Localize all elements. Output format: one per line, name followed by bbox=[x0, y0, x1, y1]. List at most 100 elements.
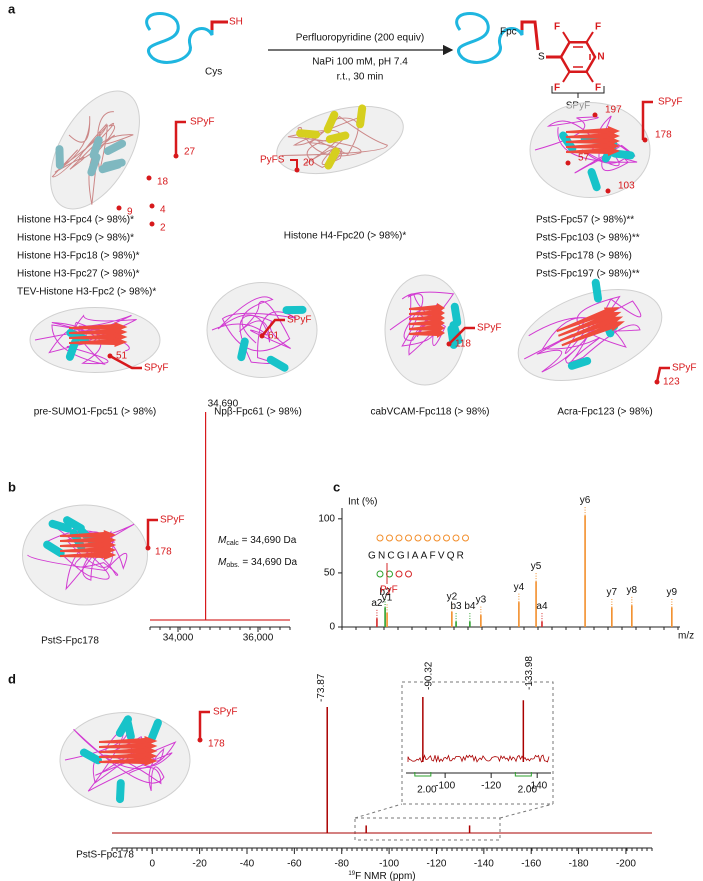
protein-structure bbox=[384, 274, 466, 386]
helix bbox=[567, 356, 592, 370]
caption: Acra-Fpc123 (> 98%) bbox=[557, 407, 652, 418]
label: F bbox=[554, 83, 560, 94]
label: 178 bbox=[155, 547, 172, 558]
modification-pin bbox=[198, 710, 210, 740]
caption: pre-SUMO1-Fpc51 (> 98%) bbox=[34, 407, 157, 418]
loop bbox=[534, 115, 638, 174]
y-tick-label: 50 bbox=[324, 568, 336, 579]
integral-label: 2.00 bbox=[417, 785, 437, 796]
cys-side-chain bbox=[210, 20, 228, 30]
label: Perfluoropyridine (200 equiv) bbox=[296, 33, 424, 44]
caption: Histone H3-Fpc18 (> 98%)* bbox=[17, 251, 140, 262]
label: 123 bbox=[663, 377, 680, 388]
bracket bbox=[551, 86, 605, 98]
text: F NMR (ppm) bbox=[355, 871, 416, 881]
label: r.t., 30 min bbox=[337, 72, 384, 83]
modification-pin bbox=[261, 318, 285, 337]
site-dot bbox=[149, 221, 155, 227]
symbol: M bbox=[218, 557, 227, 568]
y-tick-label: 100 bbox=[318, 513, 335, 524]
label: 61 bbox=[268, 331, 280, 342]
label: 57 bbox=[578, 153, 590, 164]
label: S bbox=[538, 52, 545, 63]
caption: PstS-Fpc103 (> 98%)** bbox=[536, 233, 640, 244]
label: Fpc bbox=[500, 27, 517, 38]
y-ion-mark bbox=[414, 534, 422, 542]
ion-label: y8 bbox=[627, 585, 638, 596]
x-tick-label: -200 bbox=[616, 859, 636, 870]
site-dot bbox=[116, 205, 122, 211]
strand bbox=[558, 311, 622, 337]
value: = 34,690 Da bbox=[240, 557, 298, 568]
label: 178 bbox=[208, 739, 225, 750]
helix bbox=[63, 516, 85, 533]
label: 9 bbox=[127, 207, 133, 218]
x-tick-label: -100 bbox=[379, 859, 399, 870]
x-tick-label: 0 bbox=[149, 859, 155, 870]
mass-label: Mcalc = 34,690 Da bbox=[218, 535, 297, 547]
ion-label: y9 bbox=[667, 587, 678, 598]
integral-label: 2.00 bbox=[518, 785, 538, 796]
protein-structure bbox=[529, 102, 651, 198]
protein-structure bbox=[517, 278, 663, 382]
caption: Histone H3-Fpc27 (> 98%)* bbox=[17, 269, 140, 280]
modification-pin bbox=[641, 100, 653, 140]
loop bbox=[523, 295, 642, 373]
label: SPyF bbox=[213, 707, 237, 718]
label: 2 bbox=[160, 223, 166, 234]
x-tick-label: -40 bbox=[240, 859, 255, 870]
caption: Histone H4-Fpc20 (> 98%)* bbox=[284, 231, 407, 242]
integral-bracket bbox=[514, 772, 532, 777]
label: SPyF bbox=[160, 515, 184, 526]
helix bbox=[449, 321, 463, 345]
x-tick-label: -20 bbox=[192, 859, 207, 870]
integral-bracket bbox=[414, 772, 432, 777]
helix bbox=[296, 129, 321, 139]
helix bbox=[89, 136, 103, 160]
caption: PstS-Fpc197 (> 98%)** bbox=[536, 269, 640, 280]
ion-label: y1 bbox=[382, 593, 393, 604]
x-axis-label: 19F NMR (ppm) bbox=[348, 871, 415, 881]
b-ion-mark bbox=[395, 570, 403, 578]
panel-label: b bbox=[8, 479, 16, 494]
caption: PstS-Fpc178 (> 98%) bbox=[536, 251, 632, 262]
loop bbox=[51, 111, 134, 205]
zoom-box bbox=[354, 817, 501, 841]
y-tick-label: 0 bbox=[329, 622, 335, 633]
label: SH bbox=[229, 17, 243, 28]
helix bbox=[587, 168, 601, 192]
modification-pin bbox=[655, 366, 670, 383]
helix bbox=[237, 337, 249, 362]
peak-label: -90.32 bbox=[423, 661, 434, 690]
label: 4 bbox=[160, 205, 166, 216]
strand bbox=[60, 550, 117, 560]
x-tick-label: -160 bbox=[521, 859, 541, 870]
x-tick-label: -120 bbox=[426, 859, 446, 870]
peak-label: -133.98 bbox=[524, 656, 535, 690]
helix bbox=[48, 519, 72, 533]
strand bbox=[409, 328, 445, 338]
protein-cartoon bbox=[145, 12, 214, 64]
ion-label: b4 bbox=[464, 601, 476, 612]
strand bbox=[556, 307, 620, 333]
modification-pin bbox=[290, 159, 298, 170]
helix bbox=[102, 158, 126, 170]
caption: PstS-Fpc57 (> 98%)** bbox=[536, 215, 634, 226]
label: N bbox=[597, 52, 604, 63]
strand bbox=[69, 337, 128, 347]
label: F bbox=[554, 22, 560, 33]
label: 20 bbox=[303, 158, 315, 169]
value: = 34,690 Da bbox=[239, 535, 297, 546]
protein-structure bbox=[276, 104, 404, 175]
x-tick-label: -120 bbox=[481, 781, 501, 792]
ring-bonds bbox=[562, 31, 594, 83]
protein-structure bbox=[206, 282, 318, 378]
b-ion-mark bbox=[376, 570, 384, 578]
panel-label: c bbox=[333, 479, 340, 494]
helix bbox=[325, 131, 350, 144]
ion-label: y3 bbox=[476, 595, 487, 606]
ion-label: y2 bbox=[447, 591, 458, 602]
protein-structure bbox=[22, 504, 148, 606]
label: SPyF bbox=[658, 97, 682, 108]
helix bbox=[87, 153, 101, 177]
